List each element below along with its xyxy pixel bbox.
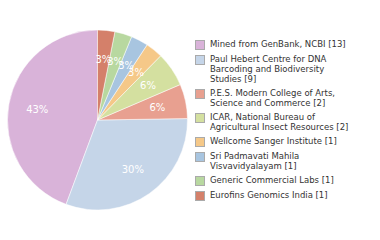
svg-text:6%: 6%: [149, 102, 165, 113]
svg-text:6%: 6%: [140, 80, 156, 91]
html-text:Generic Commercial Labs [1]: Generic Commercial Labs [1]: [210, 175, 334, 185]
html-text:Paul Hebert Centre for DNA Bar: Paul Hebert Centre for DNA Barcoding and…: [210, 54, 327, 84]
html-text:Eurofins Genomics India [1]: Eurofins Genomics India [1]: [210, 190, 328, 200]
svg-text:3%: 3%: [128, 66, 144, 78]
svg-text:3%: 3%: [95, 54, 111, 65]
svg-text:30%: 30%: [122, 164, 144, 175]
html-text:P.E.S. Modern College of Arts,: P.E.S. Modern College of Arts, Science a…: [210, 88, 336, 108]
html-text:Sri Padmavati Mahila Visvavidy: Sri Padmavati Mahila Visvavidyalayam [1]: [210, 151, 300, 171]
html-text:ICAR, National Bureau of Agric: ICAR, National Bureau of Agricultural In…: [210, 112, 349, 132]
svg-text:43%: 43%: [26, 104, 48, 115]
svg-text:3%: 3%: [118, 60, 134, 72]
html-text:Wellcome Sanger Institute [1]: Wellcome Sanger Institute [1]: [210, 136, 337, 146]
svg-text:3%: 3%: [107, 55, 123, 67]
html-text:Mined from GenBank, NCBI [13]: Mined from GenBank, NCBI [13]: [210, 39, 346, 49]
